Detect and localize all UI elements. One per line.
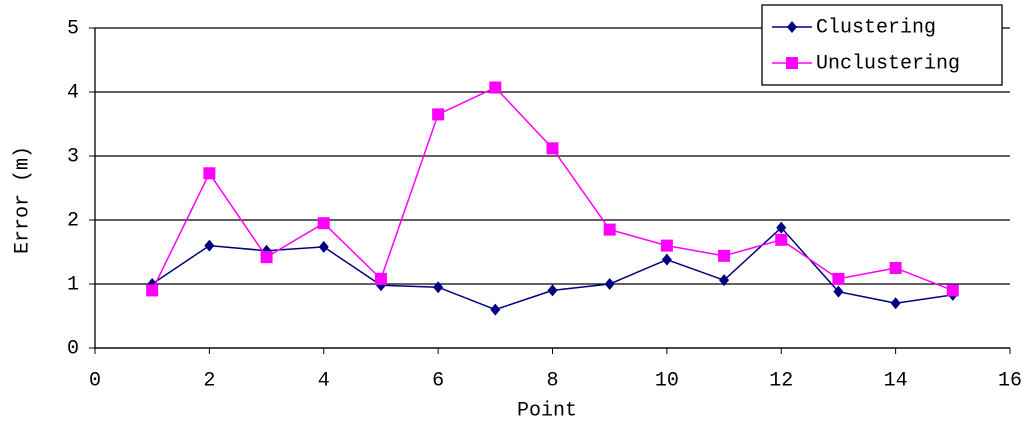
data-point bbox=[203, 167, 216, 180]
data-point bbox=[604, 278, 615, 290]
data-point bbox=[546, 142, 559, 155]
data-point bbox=[204, 239, 215, 252]
legend-marker bbox=[786, 57, 798, 69]
data-point bbox=[374, 272, 387, 285]
y-tick-label: 1 bbox=[67, 273, 79, 296]
data-point bbox=[719, 274, 730, 287]
x-tick-label: 4 bbox=[318, 369, 330, 392]
data-point bbox=[890, 297, 901, 310]
data-point bbox=[946, 284, 959, 297]
y-tick-label: 2 bbox=[67, 209, 79, 232]
data-point bbox=[432, 108, 445, 121]
data-point bbox=[889, 262, 902, 274]
y-tick-label: 5 bbox=[67, 17, 79, 40]
x-tick-label: 8 bbox=[546, 369, 558, 392]
data-point bbox=[661, 253, 672, 266]
x-tick-label: 2 bbox=[203, 369, 215, 392]
data-point bbox=[489, 81, 502, 94]
data-point bbox=[433, 281, 444, 294]
y-tick-label: 4 bbox=[67, 81, 79, 104]
data-point bbox=[490, 303, 501, 316]
x-tick-label: 6 bbox=[432, 369, 444, 392]
x-tick-label: 14 bbox=[884, 369, 908, 392]
data-point bbox=[832, 272, 845, 285]
data-point bbox=[146, 284, 159, 297]
data-point bbox=[547, 284, 558, 297]
legend-box bbox=[761, 4, 1003, 86]
legend-marker bbox=[787, 21, 797, 33]
x-tick-label: 16 bbox=[998, 369, 1022, 392]
y-axis-label: Error (m) bbox=[11, 146, 34, 254]
data-point bbox=[660, 239, 673, 252]
data-point bbox=[603, 223, 616, 236]
x-tick-label: 0 bbox=[89, 369, 101, 392]
x-tick-label: 10 bbox=[655, 369, 679, 392]
data-point bbox=[318, 240, 329, 253]
legend-label: Clustering bbox=[816, 16, 936, 39]
series-line bbox=[151, 226, 953, 311]
data-point bbox=[775, 233, 788, 246]
x-tick-label: 12 bbox=[769, 369, 793, 392]
legend-label: Unclustering bbox=[816, 52, 960, 75]
x-axis-label: Point bbox=[517, 399, 577, 422]
data-point bbox=[718, 249, 731, 262]
data-point bbox=[260, 251, 273, 264]
data-point bbox=[317, 217, 330, 230]
data-point bbox=[776, 221, 787, 234]
data-point bbox=[833, 285, 844, 298]
y-tick-label: 0 bbox=[67, 337, 79, 360]
y-tick-label: 3 bbox=[67, 145, 79, 168]
